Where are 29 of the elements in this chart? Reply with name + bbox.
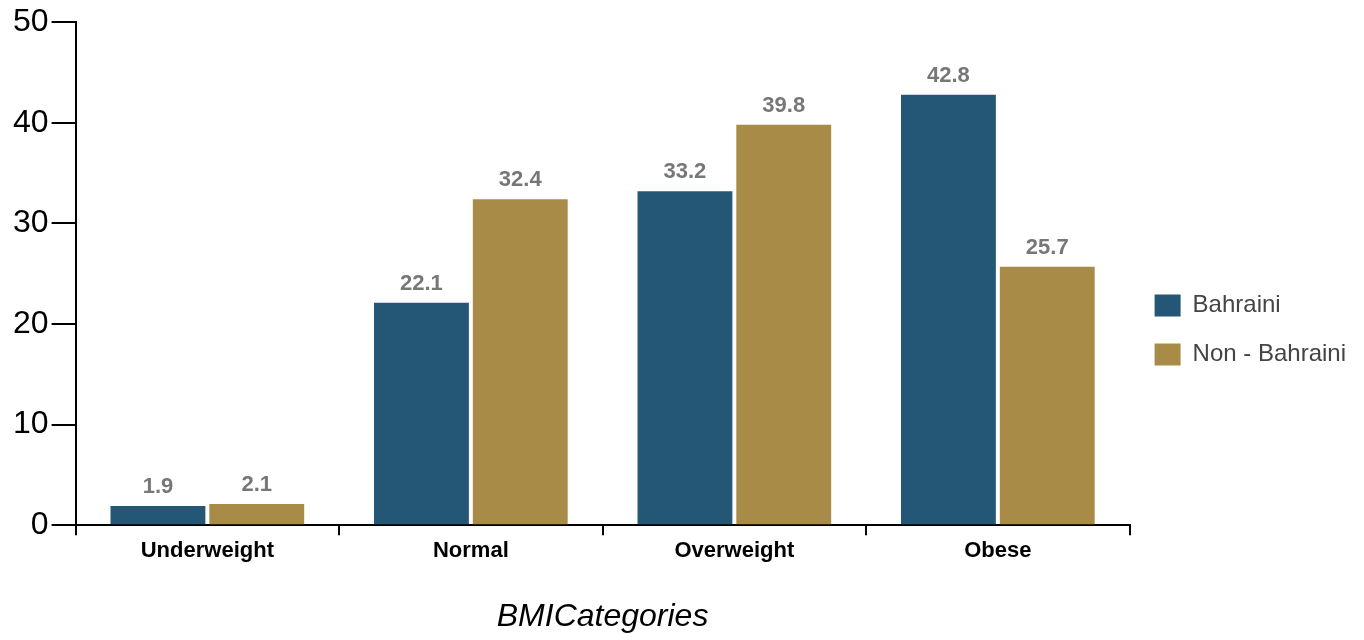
data-label: 42.8 [927, 61, 970, 87]
bar [110, 506, 206, 525]
bar [637, 191, 733, 525]
data-label: 2.1 [241, 471, 273, 497]
x-tick-label: Overweight [674, 537, 795, 563]
y-tick-label: 20 [13, 303, 49, 340]
bar [999, 266, 1095, 525]
y-tick-label: 30 [13, 203, 49, 240]
x-tick-label: Normal [432, 537, 509, 563]
bar [736, 124, 832, 525]
bar [209, 504, 305, 525]
data-label: 39.8 [762, 91, 806, 117]
x-tick-label: Obese [964, 537, 1032, 563]
x-tick-label: Underweight [140, 537, 275, 563]
data-label: 1.9 [142, 473, 174, 499]
y-tick-label: 10 [13, 404, 49, 441]
data-label: 33.2 [663, 158, 707, 184]
y-tick-label: 0 [30, 505, 49, 542]
x-axis-title: BMICategories [496, 596, 709, 633]
legend-label: Bahraini [1192, 290, 1281, 318]
bar [901, 94, 996, 525]
bar [472, 199, 568, 525]
y-tick-label: 40 [13, 102, 49, 139]
legend-label: Non - Bahraini [1192, 339, 1347, 367]
bar [374, 302, 469, 525]
data-label: 25.7 [1025, 233, 1069, 259]
data-label: 22.1 [400, 269, 443, 295]
data-label: 32.4 [498, 166, 543, 192]
y-tick-label: 50 [13, 2, 49, 39]
